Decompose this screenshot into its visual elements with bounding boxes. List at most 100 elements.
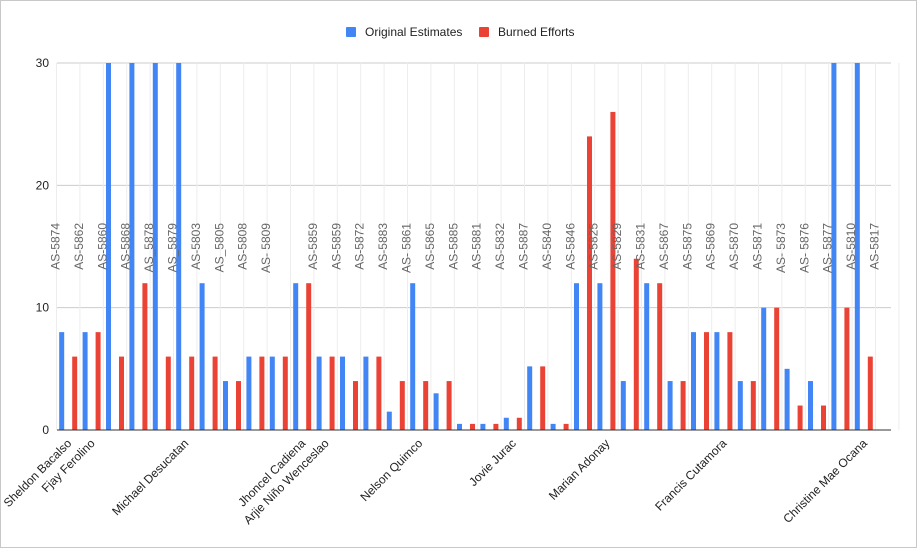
task-id-label: AS_5878 — [142, 223, 156, 273]
legend: Original Estimates Burned Efforts — [346, 25, 575, 39]
x-axis-label: Nelson Quimco — [357, 436, 425, 504]
task-id-label: AS-5867 — [657, 223, 671, 270]
original-estimate-bar — [527, 366, 533, 430]
legend-label: Original Estimates — [365, 25, 462, 39]
burned-effort-bar — [540, 366, 546, 430]
burned-effort-bar — [797, 405, 803, 430]
burned-effort-bar — [353, 381, 358, 430]
task-id-label: AS- 5809 — [259, 223, 273, 273]
burned-effort-bar — [633, 258, 639, 430]
task-id-label: AS-5865 — [423, 223, 437, 270]
task-id-label: AS-5831 — [634, 223, 648, 270]
original-estimate-bar — [106, 63, 111, 430]
x-axis-label: Jovie Jurac — [466, 436, 519, 489]
burned-effort-bar — [657, 283, 663, 430]
legend-swatch — [346, 27, 356, 37]
original-estimate-bar — [691, 332, 696, 430]
original-estimate-bar — [854, 63, 860, 430]
original-estimate-bar — [480, 423, 486, 430]
legend-swatch — [479, 27, 489, 37]
legend-label: Burned Efforts — [498, 25, 575, 39]
burned-effort-bar — [446, 381, 452, 430]
burned-effort-bar — [376, 356, 382, 430]
burned-effort-bar — [563, 423, 569, 430]
task-id-label: AS-5875 — [680, 223, 694, 270]
original-estimate-bar — [363, 356, 369, 430]
burned-effort-bar — [516, 417, 522, 430]
task-id-label: AS-5870 — [727, 223, 741, 270]
original-estimate-bar — [737, 381, 743, 430]
y-tick-label: 20 — [36, 178, 50, 192]
burned-effort-bar — [329, 356, 335, 430]
original-estimate-bar — [433, 393, 439, 430]
original-estimate-bar — [808, 381, 813, 430]
task-id-label: AS-5887 — [517, 223, 531, 270]
gridlines — [56, 62, 900, 430]
original-estimate-bar — [269, 356, 275, 430]
x-axis-label: Marian Adonay — [546, 436, 613, 503]
original-estimate-bar — [152, 63, 158, 430]
original-estimate-bar — [82, 332, 88, 430]
burned-effort-bar — [750, 381, 756, 430]
original-estimate-bar — [761, 307, 767, 430]
original-estimate-bar — [199, 283, 205, 430]
original-estimate-bar — [457, 423, 462, 430]
task-id-label: AS-5810 — [844, 223, 858, 270]
burned-effort-bar — [610, 111, 616, 430]
task-id-label: AS-5860 — [95, 223, 109, 270]
burned-effort-bar — [189, 356, 195, 430]
task-id-label: AS-5871 — [751, 223, 765, 270]
original-estimate-bar — [574, 283, 579, 430]
y-tick-label: 0 — [42, 423, 49, 437]
task-id-label: AS- 5876 — [797, 223, 811, 273]
task-id-label: AS_5879 — [166, 223, 180, 273]
original-estimate-bar — [59, 332, 65, 430]
original-estimate-bar — [503, 417, 509, 430]
task-id-label: AS-5859 — [329, 223, 343, 270]
burned-effort-bar — [821, 405, 826, 430]
original-estimate-bar — [386, 411, 392, 430]
task-id-label: AS-5829 — [610, 223, 624, 270]
task-id-label: AS- 5861 — [400, 223, 414, 273]
original-estimate-bar — [597, 283, 603, 430]
task-id-label: AS- 5877 — [821, 223, 835, 273]
x-axis-label: Michael Desucatan — [109, 436, 191, 518]
burned-effort-bar — [399, 381, 405, 430]
burned-effort-bar — [236, 381, 241, 430]
original-estimate-bar — [550, 423, 556, 430]
burned-effort-bar — [165, 356, 171, 430]
original-estimate-bar — [620, 381, 626, 430]
original-estimate-bar — [176, 63, 182, 430]
burned-effort-bar — [72, 356, 78, 430]
burned-effort-bar — [306, 283, 312, 430]
burned-effort-bar — [704, 332, 709, 430]
x-axis-label: Francis Cutamora — [652, 436, 730, 514]
task-id-label: AS-5832 — [493, 223, 507, 270]
original-estimate-bar — [316, 356, 322, 430]
original-estimate-bar — [831, 63, 837, 430]
bars — [59, 63, 873, 430]
original-estimate-bar — [714, 332, 720, 430]
task-id-label: AS-5859 — [306, 223, 320, 270]
burned-effort-bar — [119, 356, 124, 430]
original-estimate-bar — [246, 356, 252, 430]
burned-effort-bar — [680, 381, 686, 430]
original-estimate-bar — [784, 368, 790, 430]
burned-effort-bar — [470, 423, 475, 430]
original-estimate-bar — [223, 381, 228, 430]
burned-effort-bar — [423, 381, 429, 430]
x-axis-label: Christine Mae Ocana — [780, 436, 870, 526]
original-estimate-bar — [340, 356, 345, 430]
burned-effort-bar — [587, 136, 592, 430]
burned-effort-bar — [867, 356, 873, 430]
task-id-label: AS-5881 — [470, 223, 484, 270]
task-id-label: AS-5868 — [119, 223, 133, 270]
task-id-label: AS-5840 — [540, 223, 554, 270]
y-axis-ticks: 0 10 20 30 — [36, 56, 50, 437]
original-estimate-bar — [410, 283, 416, 430]
task-id-label: AS-5803 — [189, 223, 203, 270]
burned-effort-bar — [282, 356, 288, 430]
task-id-label: AS_5805 — [212, 223, 226, 273]
task-labels: AS-5874 AS-5862 AS-5860 AS-5868 AS_5878 AS_58… — [49, 223, 882, 273]
